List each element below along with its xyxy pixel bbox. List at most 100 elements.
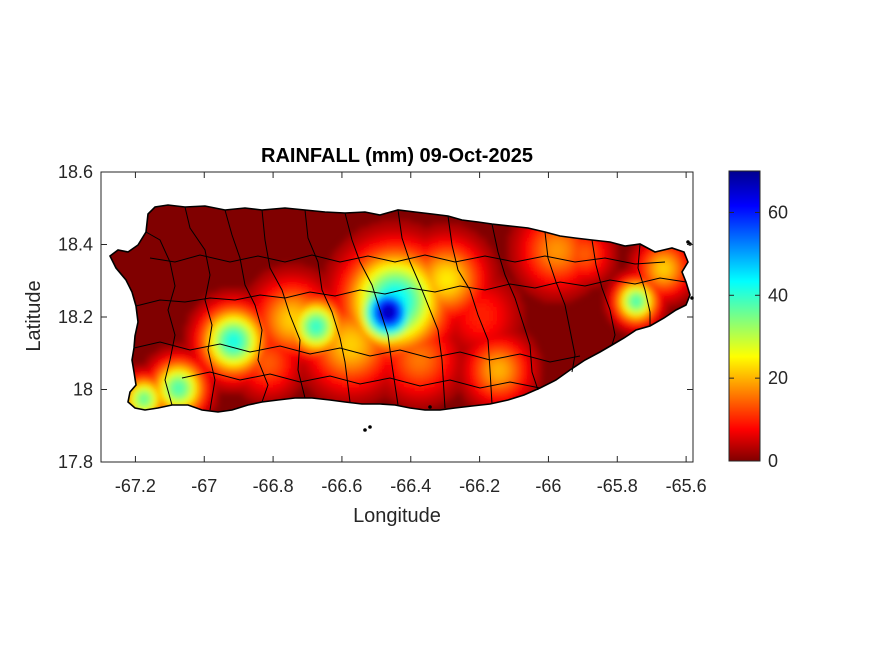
heatmap-cell — [204, 335, 209, 340]
heatmap-cell — [369, 342, 374, 347]
heatmap-cell — [297, 331, 302, 336]
heatmap-cell — [293, 280, 298, 285]
heatmap-cell — [238, 335, 243, 340]
heatmap-cell — [259, 277, 264, 282]
heatmap-cell — [538, 262, 543, 267]
heatmap-cell — [290, 309, 295, 314]
heatmap-cell — [214, 360, 219, 365]
heatmap-cell — [352, 335, 357, 340]
heatmap-cell — [386, 237, 391, 242]
heatmap-cell — [279, 273, 285, 278]
heatmap-cell — [197, 335, 202, 340]
heatmap-cell — [341, 367, 346, 372]
heatmap-cell — [372, 382, 377, 387]
heatmap-cell — [290, 273, 295, 278]
heatmap-cell — [221, 313, 226, 318]
heatmap-cell — [393, 371, 398, 376]
heatmap-cell — [493, 295, 498, 300]
heatmap-cell — [310, 273, 315, 278]
heatmap-cell — [503, 280, 508, 285]
heatmap-cell — [520, 244, 525, 249]
heatmap-cell — [376, 393, 381, 398]
heatmap-cell — [486, 320, 491, 325]
heatmap-cell — [131, 400, 137, 405]
heatmap-cell — [149, 371, 154, 376]
heatmap-cell — [324, 331, 329, 336]
heatmap-cell — [362, 385, 367, 391]
heatmap-cell — [190, 393, 195, 398]
heatmap-cell — [300, 309, 305, 314]
heatmap-cell — [476, 291, 481, 296]
heatmap-cell — [252, 371, 257, 376]
heatmap-cell — [224, 349, 229, 354]
heatmap-cell — [424, 375, 429, 380]
heatmap-cell — [335, 309, 340, 314]
heatmap-cell — [445, 248, 450, 253]
heatmap-cell — [510, 255, 515, 260]
heatmap-cell — [527, 356, 532, 362]
heatmap-cell — [362, 389, 367, 394]
heatmap-cell — [517, 317, 522, 322]
heatmap-cell — [276, 288, 281, 293]
heatmap-cell — [211, 327, 216, 333]
heatmap-cell — [314, 327, 319, 333]
heatmap-cell — [304, 382, 309, 387]
heatmap-cell — [383, 378, 388, 383]
heatmap-cell — [397, 320, 402, 325]
heatmap-cell — [555, 291, 560, 296]
heatmap-cell — [228, 331, 233, 336]
heatmap-cell — [410, 335, 415, 340]
heatmap-cell — [507, 353, 512, 358]
heatmap-cell — [372, 385, 377, 391]
heatmap-cell — [235, 324, 240, 329]
heatmap-cell — [348, 306, 353, 311]
heatmap-cell — [441, 280, 446, 285]
heatmap-cell — [520, 251, 525, 256]
heatmap-cell — [472, 349, 477, 354]
heatmap-cell — [462, 233, 467, 238]
heatmap-cell — [166, 400, 171, 405]
heatmap-cell — [558, 255, 563, 260]
heatmap-cell — [383, 233, 388, 238]
heatmap-cell — [538, 360, 543, 365]
heatmap-cell — [252, 335, 257, 340]
heatmap-cell — [434, 222, 439, 227]
heatmap-cell — [469, 277, 474, 282]
heatmap-cell — [276, 327, 281, 333]
heatmap-cell — [273, 295, 278, 300]
heatmap-cell — [204, 309, 209, 314]
heatmap-cell — [390, 222, 395, 227]
heatmap-cell — [434, 240, 439, 246]
heatmap-cell — [328, 320, 333, 325]
heatmap-cell — [483, 251, 488, 256]
heatmap-cell — [438, 367, 443, 372]
heatmap-cell — [489, 259, 494, 264]
heatmap-cell — [207, 382, 212, 387]
heatmap-cell — [527, 385, 532, 391]
heatmap-cell — [376, 237, 381, 242]
heatmap-cell — [421, 320, 426, 325]
heatmap-cell — [486, 251, 491, 256]
heatmap-cell — [503, 331, 508, 336]
heatmap-cell — [376, 353, 381, 358]
heatmap-cell — [493, 306, 498, 311]
heatmap-cell — [138, 371, 143, 376]
heatmap-cell — [520, 317, 525, 322]
heatmap-cell — [366, 400, 371, 405]
heatmap-cell — [173, 382, 178, 387]
heatmap-cell — [548, 269, 553, 275]
heatmap-cell — [335, 335, 340, 340]
heatmap-cell — [510, 298, 515, 304]
heatmap-cell — [427, 237, 433, 242]
heatmap-cell — [224, 342, 229, 347]
heatmap-cell — [431, 371, 436, 376]
heatmap-cell — [397, 400, 402, 405]
heatmap-cell — [297, 291, 302, 296]
heatmap-cell — [441, 317, 446, 322]
heatmap-cell — [238, 331, 243, 336]
heatmap-cell — [211, 353, 216, 358]
heatmap-cell — [310, 364, 315, 369]
heatmap-cell — [551, 280, 556, 285]
heatmap-cell — [290, 284, 295, 289]
heatmap-cell — [369, 222, 374, 227]
